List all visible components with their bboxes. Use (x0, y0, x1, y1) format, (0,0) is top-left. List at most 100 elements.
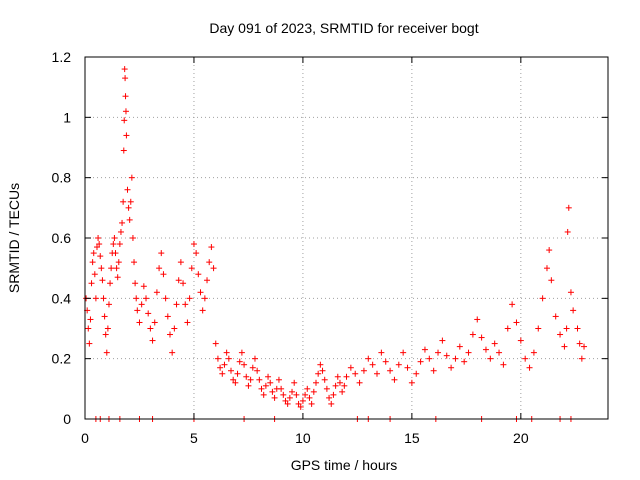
data-point (251, 355, 258, 362)
data-point (122, 108, 129, 115)
data-point (452, 355, 459, 362)
data-point (469, 331, 476, 338)
data-point (149, 337, 156, 344)
data-point (315, 370, 322, 377)
data-point (378, 349, 385, 356)
data-point (564, 228, 571, 235)
data-point (103, 349, 110, 356)
data-point (204, 277, 211, 284)
data-point (104, 325, 111, 332)
data-point (478, 334, 485, 341)
data-point (136, 319, 143, 326)
data-point (435, 349, 442, 356)
data-point (138, 301, 145, 308)
data-point (122, 75, 129, 82)
data-point (96, 241, 103, 248)
data-point (321, 376, 328, 383)
data-point (99, 277, 106, 284)
data-point (112, 250, 119, 257)
data-point (121, 117, 128, 124)
data-point (110, 241, 117, 248)
data-point (581, 343, 588, 350)
data-point (169, 349, 176, 356)
data-point (341, 382, 348, 389)
y-axis-label: SRMTID / TECUs (6, 183, 22, 293)
y-tick-label: 1.2 (52, 49, 72, 65)
data-point (509, 301, 516, 308)
data-point (563, 325, 570, 332)
data-point (465, 349, 472, 356)
data-point (122, 93, 129, 100)
data-point (286, 394, 293, 401)
data-point (151, 319, 158, 326)
data-point (100, 295, 107, 302)
data-point (260, 391, 267, 398)
data-point (153, 289, 160, 296)
data-point (160, 271, 167, 278)
data-point (90, 250, 97, 257)
data-point (117, 228, 124, 235)
data-point (334, 373, 341, 380)
data-point (275, 376, 282, 383)
data-point (193, 250, 200, 257)
data-points (83, 66, 588, 422)
data-point (265, 373, 272, 380)
data-point (328, 400, 335, 407)
x-tick-label: 0 (81, 430, 89, 446)
data-point (332, 382, 339, 389)
data-point (543, 265, 550, 272)
grid-lines (85, 57, 608, 419)
data-point (413, 370, 420, 377)
data-point (177, 259, 184, 266)
data-point (546, 247, 553, 254)
data-point (522, 355, 529, 362)
data-point (430, 367, 437, 374)
data-point (391, 376, 398, 383)
data-point (448, 364, 455, 371)
data-point (232, 379, 239, 386)
data-point (258, 385, 265, 392)
data-point (201, 295, 208, 302)
x-tick-label: 5 (190, 430, 198, 446)
data-point (124, 186, 131, 193)
y-tick-label: 0 (63, 411, 71, 427)
data-point (92, 295, 99, 302)
data-point (147, 325, 154, 332)
data-point (156, 265, 163, 272)
data-point (86, 340, 93, 347)
data-point (513, 319, 520, 326)
data-point (225, 355, 232, 362)
data-point (312, 379, 319, 386)
chart-title: Day 091 of 2023, SRMTID for receiver bog… (209, 20, 478, 36)
data-point (308, 400, 315, 407)
y-tick-label: 0.2 (52, 351, 72, 367)
data-point (561, 343, 568, 350)
data-point (101, 313, 108, 320)
data-point (241, 361, 248, 368)
data-point (221, 361, 228, 368)
data-point (243, 373, 250, 380)
data-point (295, 400, 302, 407)
data-point (530, 349, 537, 356)
data-point (131, 259, 138, 266)
axis-ticks: 0 5 10 15 20 0 0.2 0.4 0.6 0.8 1 1.2 (52, 49, 608, 446)
data-point (517, 337, 524, 344)
data-point (408, 379, 415, 386)
data-point (326, 394, 333, 401)
data-point (113, 265, 120, 272)
data-point (304, 385, 311, 392)
data-point (317, 361, 324, 368)
data-point (125, 204, 132, 211)
data-point (280, 391, 287, 398)
data-point (85, 325, 92, 332)
data-point (504, 325, 511, 332)
data-point (262, 382, 269, 389)
data-point (282, 397, 289, 404)
data-point (132, 280, 139, 287)
data-point (102, 331, 109, 338)
data-point (127, 198, 134, 205)
data-point (190, 241, 197, 248)
data-point (162, 295, 169, 302)
data-point (195, 271, 202, 278)
